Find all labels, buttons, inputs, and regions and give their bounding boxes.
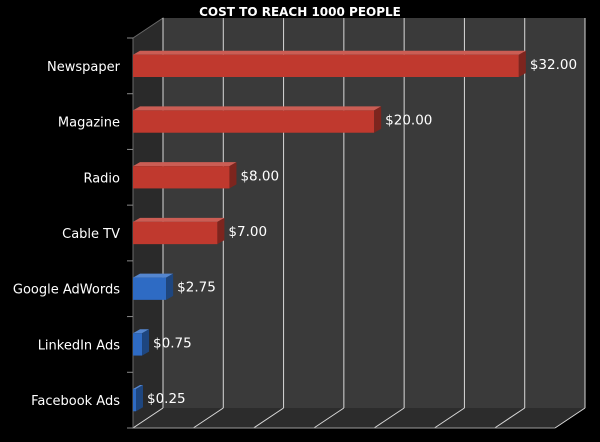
bar-top-face [133, 106, 382, 111]
bar-end-face [166, 273, 174, 300]
bar-top-face [133, 385, 144, 389]
gridline-floor [132, 407, 164, 429]
bar-front-face [133, 277, 167, 300]
data-label: $0.75 [153, 335, 192, 351]
category-labels: Newspaper Magazine Radio Cable TV Google AdW… [13, 60, 121, 409]
bar-front-face [133, 333, 143, 356]
bar-top-face [133, 50, 526, 55]
bar-end-face [142, 329, 150, 356]
data-label: $7.00 [228, 224, 267, 240]
bar-linkedin-ads [133, 329, 150, 356]
bar-front-face [133, 389, 137, 412]
bar-cable-tv [133, 217, 225, 245]
data-label: $2.75 [177, 280, 216, 296]
plot-floor [133, 408, 585, 428]
bar-front-face [133, 166, 230, 189]
gridline-floor [373, 407, 405, 429]
data-label: $0.25 [147, 391, 186, 407]
bar-end-face [374, 106, 382, 133]
category-label: Facebook Ads [31, 394, 120, 409]
category-label: Magazine [58, 116, 120, 131]
bar-end-face [217, 217, 225, 245]
data-labels: $32.00 $20.00 $8.00 $7.00 $2.75 $0.75 $0.25 [147, 57, 577, 407]
category-label: Newspaper [47, 60, 121, 75]
data-label: $32.00 [530, 57, 577, 73]
gridline-floor [253, 407, 284, 429]
bar-top-face [133, 273, 174, 278]
data-label: $8.00 [240, 168, 279, 184]
data-label: $20.00 [385, 113, 432, 129]
bar-top-face [133, 217, 225, 222]
bar-end-face [518, 50, 526, 77]
category-label: Radio [83, 171, 120, 186]
bar-facebook-ads [133, 385, 144, 412]
gridline-floor [313, 407, 345, 429]
bar-radio [133, 162, 237, 189]
gridline-floor [434, 407, 465, 429]
bar-google-adwords [133, 273, 174, 300]
bars [133, 50, 526, 412]
gridline-floor [193, 407, 224, 429]
bar-end-face [229, 162, 237, 189]
category-label: LinkedIn Ads [38, 338, 121, 353]
bar-newspaper [133, 50, 526, 77]
category-label: Google AdWords [13, 283, 120, 298]
gridline-floor [494, 407, 525, 429]
bar-front-face [133, 221, 218, 245]
chart-title: COST TO REACH 1000 PEOPLE [199, 5, 401, 19]
bar-magazine [133, 106, 382, 133]
category-label: Cable TV [62, 227, 120, 242]
bar-top-face [133, 162, 237, 167]
bar-front-face [133, 110, 375, 133]
bar-front-face [133, 54, 519, 77]
bar-top-face [133, 329, 150, 334]
bar-end-face [136, 385, 144, 412]
gridline-floor [554, 407, 586, 429]
